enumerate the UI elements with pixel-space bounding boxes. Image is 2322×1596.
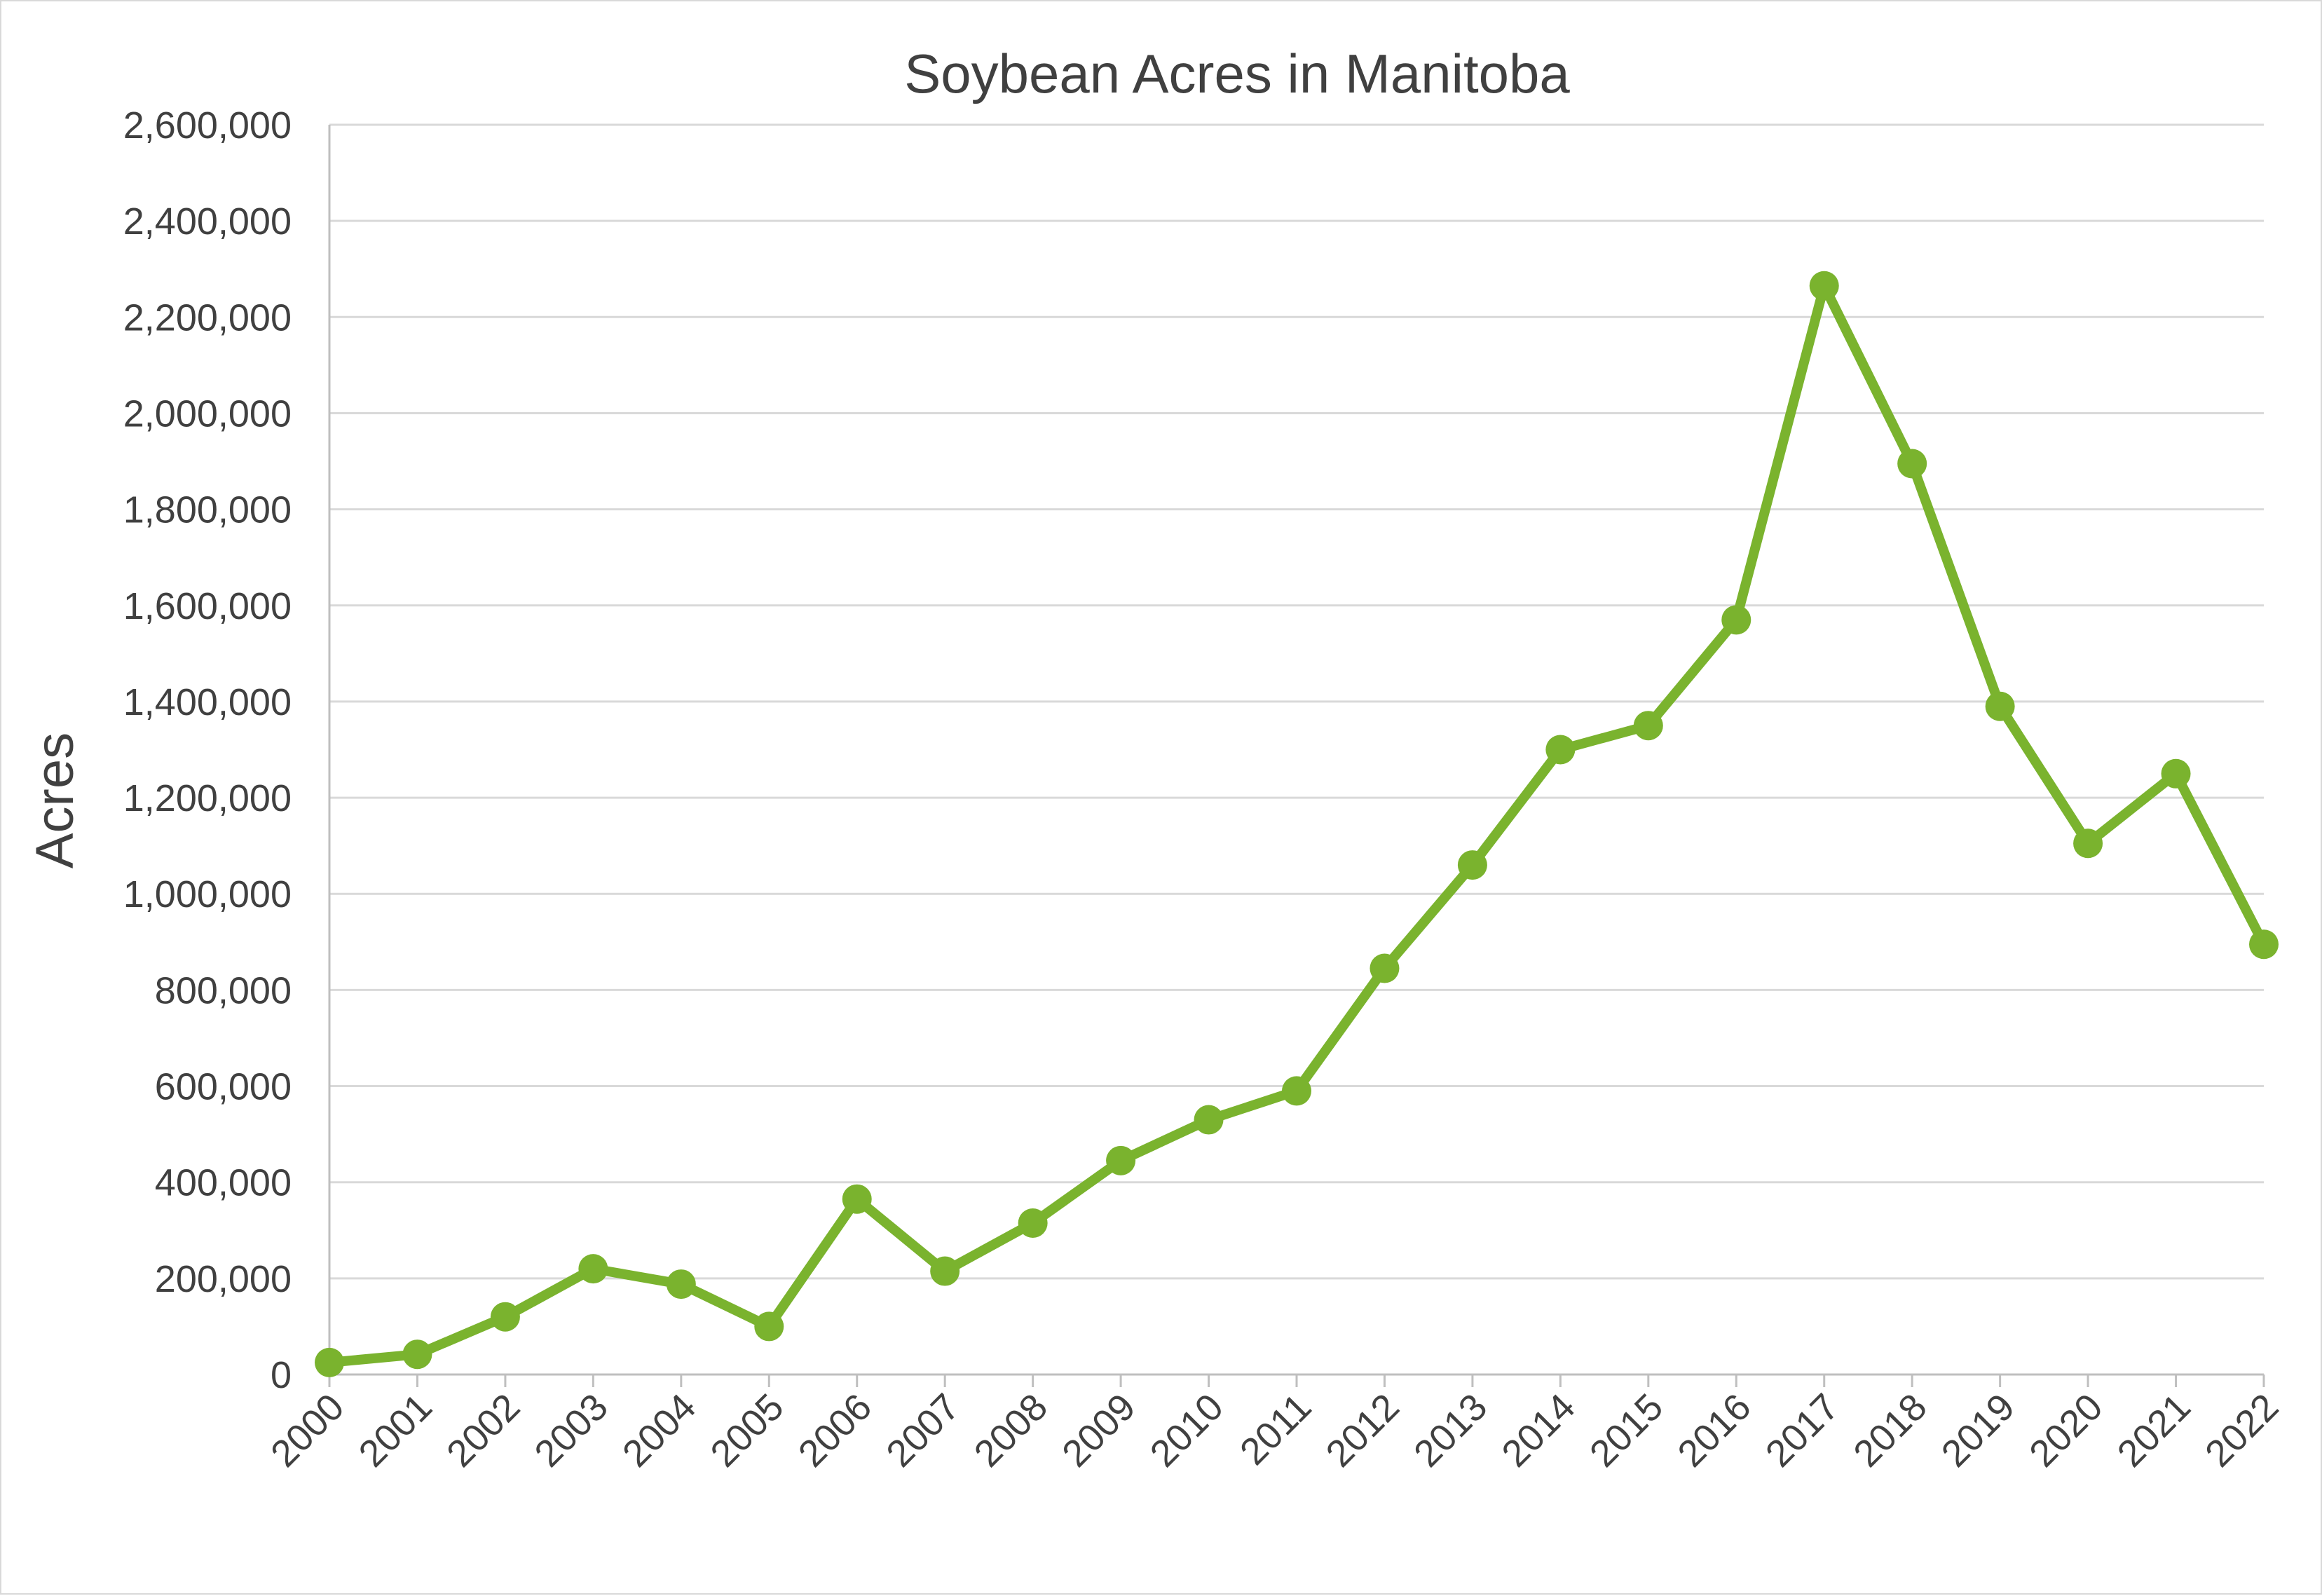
x-tick-label: 2002 — [439, 1386, 528, 1475]
chart-title: Soybean Acres in Manitoba — [904, 43, 1570, 104]
y-tick-label: 600,000 — [155, 1066, 292, 1108]
x-tick-label: 2018 — [1845, 1386, 1934, 1475]
data-point-2004 — [666, 1269, 696, 1300]
y-tick-label: 2,400,000 — [123, 200, 292, 243]
data-point-2005 — [754, 1311, 784, 1342]
y-tick-label: 400,000 — [155, 1162, 292, 1204]
y-tick-label: 1,800,000 — [123, 489, 292, 531]
x-tick-label: 2015 — [1582, 1386, 1671, 1475]
y-tick-label: 2,000,000 — [123, 393, 292, 435]
axes — [328, 125, 2265, 1387]
x-axis-ticks: 2000200120022003200420052006200720082009… — [263, 1386, 2286, 1475]
x-tick-label: 2000 — [263, 1386, 352, 1475]
gridlines — [329, 123, 2264, 1280]
data-point-2009 — [1106, 1145, 1136, 1175]
data-point-2021 — [2161, 758, 2191, 789]
x-tick-label: 2009 — [1054, 1386, 1143, 1475]
x-tick-label: 2016 — [1669, 1386, 1758, 1475]
data-point-2014 — [1545, 735, 1576, 765]
y-tick-label: 1,600,000 — [123, 585, 292, 627]
y-axis-label: Acres — [25, 732, 85, 868]
x-tick-label: 2020 — [2021, 1386, 2110, 1475]
data-point-2001 — [402, 1339, 432, 1370]
y-tick-label: 1,200,000 — [123, 777, 292, 819]
data-point-2002 — [490, 1302, 520, 1332]
x-tick-label: 2006 — [791, 1386, 880, 1475]
data-point-2011 — [1282, 1076, 1311, 1106]
data-point-2010 — [1194, 1105, 1224, 1135]
x-tick-label: 2003 — [526, 1386, 615, 1475]
y-tick-label: 800,000 — [155, 969, 292, 1011]
data-point-2007 — [930, 1256, 960, 1286]
series-line — [325, 280, 2269, 1367]
x-tick-label: 2001 — [351, 1386, 440, 1475]
data-point-2017 — [1809, 271, 1839, 301]
data-point-2006 — [842, 1184, 872, 1214]
y-tick-label: 200,000 — [155, 1258, 292, 1300]
x-tick-label: 2022 — [2197, 1386, 2286, 1475]
x-tick-label: 2008 — [967, 1386, 1056, 1475]
x-tick-label: 2004 — [615, 1386, 704, 1475]
y-tick-label: 1,000,000 — [123, 873, 292, 915]
x-tick-label: 2005 — [702, 1386, 791, 1475]
data-point-2020 — [2073, 828, 2103, 859]
y-tick-label: 2,600,000 — [123, 104, 292, 146]
data-point-2003 — [578, 1254, 608, 1284]
data-point-2013 — [1457, 850, 1487, 880]
y-tick-label: 2,200,000 — [123, 296, 292, 339]
data-point-2016 — [1721, 605, 1751, 635]
series-group — [315, 271, 2279, 1377]
x-tick-label: 2007 — [878, 1386, 967, 1475]
data-point-2012 — [1370, 953, 1400, 983]
data-point-2018 — [1897, 449, 1927, 479]
data-point-2000 — [315, 1347, 344, 1377]
x-tick-label: 2012 — [1318, 1386, 1407, 1475]
x-tick-label: 2019 — [1934, 1386, 2023, 1475]
y-axis-ticks: 0 200,000 400,000 600,000 800,000 1,000,000 1,… — [123, 104, 292, 1396]
x-tick-label: 2013 — [1406, 1386, 1495, 1475]
x-tick-label: 2021 — [2110, 1386, 2199, 1475]
x-tick-label: 2014 — [1494, 1386, 1583, 1475]
x-tick-label: 2010 — [1142, 1386, 1231, 1475]
data-point-2015 — [1633, 711, 1663, 741]
data-point-2022 — [2249, 929, 2279, 960]
y-tick-label: 1,400,000 — [123, 681, 292, 723]
data-point-2019 — [1985, 691, 2015, 721]
data-point-2008 — [1018, 1208, 1048, 1238]
y-tick-label: 0 — [271, 1354, 292, 1396]
x-tick-label: 2011 — [1232, 1386, 1320, 1473]
x-tick-label: 2017 — [1758, 1386, 1847, 1475]
